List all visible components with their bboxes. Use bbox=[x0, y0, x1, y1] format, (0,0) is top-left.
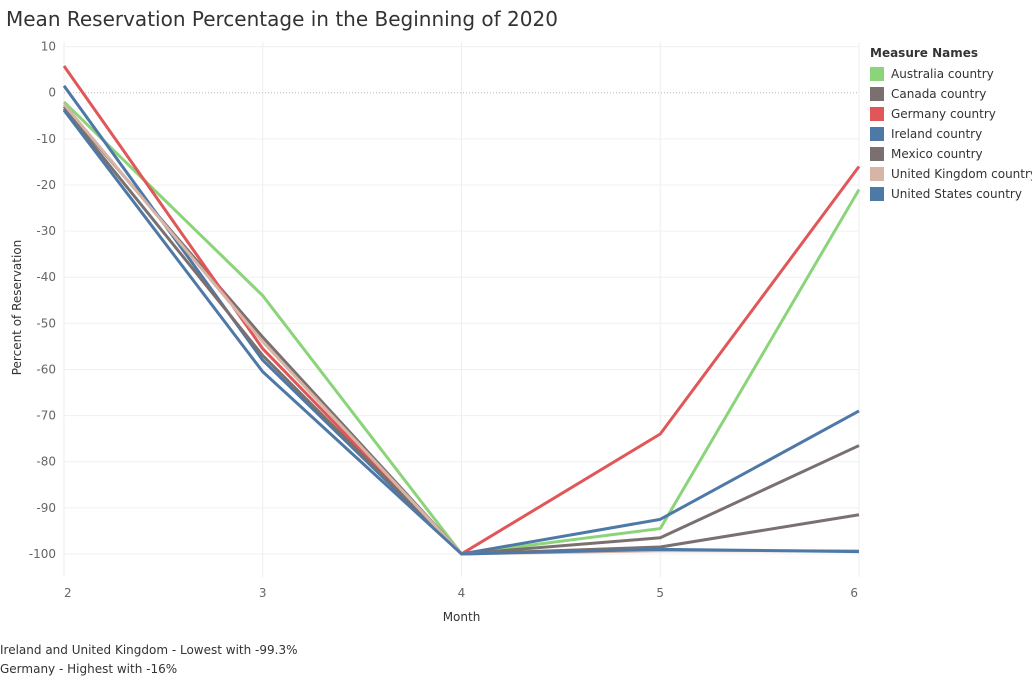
x-tick-label: 5 bbox=[656, 586, 664, 600]
y-tick-label: -100 bbox=[29, 547, 56, 561]
x-tick-label: 6 bbox=[850, 586, 858, 600]
x-tick-label: 3 bbox=[259, 586, 267, 600]
legend-item[interactable]: Ireland country bbox=[870, 124, 1032, 144]
y-tick-label: -40 bbox=[36, 270, 56, 284]
legend-label: Australia country bbox=[891, 67, 994, 81]
legend: Measure Names Australia country Canada co… bbox=[870, 46, 1032, 204]
y-tick-label: -60 bbox=[36, 362, 56, 376]
legend-swatch bbox=[870, 187, 884, 201]
legend-swatch bbox=[870, 67, 884, 81]
x-tick-label: 2 bbox=[64, 586, 72, 600]
y-tick-label: -20 bbox=[36, 178, 56, 192]
x-axis-label: Month bbox=[443, 610, 481, 624]
legend-swatch bbox=[870, 107, 884, 121]
legend-label: Canada country bbox=[891, 87, 987, 101]
legend-label: United Kingdom country bbox=[891, 167, 1032, 181]
legend-item[interactable]: United Kingdom country bbox=[870, 164, 1032, 184]
y-tick-label: -50 bbox=[36, 316, 56, 330]
y-tick-label: -70 bbox=[36, 409, 56, 423]
y-tick-label: 10 bbox=[41, 40, 56, 54]
legend-item[interactable]: Canada country bbox=[870, 84, 1032, 104]
legend-item[interactable]: United States country bbox=[870, 184, 1032, 204]
series-line-united-states-country bbox=[62, 109, 860, 556]
y-tick-label: -90 bbox=[36, 501, 56, 515]
legend-label: Mexico country bbox=[891, 147, 983, 161]
annotation-notes: Ireland and United Kingdom - Lowest with… bbox=[0, 641, 298, 679]
note-highest: Germany - Highest with -16% bbox=[0, 662, 178, 676]
y-tick-label: -30 bbox=[36, 224, 56, 238]
legend-label: United States country bbox=[891, 187, 1022, 201]
legend-item[interactable]: Mexico country bbox=[870, 144, 1032, 164]
note-lowest: Ireland and United Kingdom - Lowest with… bbox=[0, 643, 298, 657]
x-tick-label: 4 bbox=[458, 586, 466, 600]
legend-swatch bbox=[870, 167, 884, 181]
legend-swatch bbox=[870, 147, 884, 161]
y-tick-label: -80 bbox=[36, 455, 56, 469]
y-tick-label: -10 bbox=[36, 132, 56, 146]
legend-label: Germany country bbox=[891, 107, 996, 121]
chart-title: Mean Reservation Percentage in the Begin… bbox=[6, 7, 558, 31]
legend-title: Measure Names bbox=[870, 46, 979, 60]
y-axis-label: Percent of Reservation bbox=[10, 240, 24, 376]
legend-label: Ireland country bbox=[891, 127, 983, 141]
legend-swatch bbox=[870, 87, 884, 101]
y-tick-label: 0 bbox=[48, 86, 56, 100]
legend-swatch bbox=[870, 127, 884, 141]
legend-items: Australia country Canada country Germany c… bbox=[870, 64, 1032, 204]
legend-item[interactable]: Germany country bbox=[870, 104, 1032, 124]
legend-item[interactable]: Australia country bbox=[870, 64, 1032, 84]
